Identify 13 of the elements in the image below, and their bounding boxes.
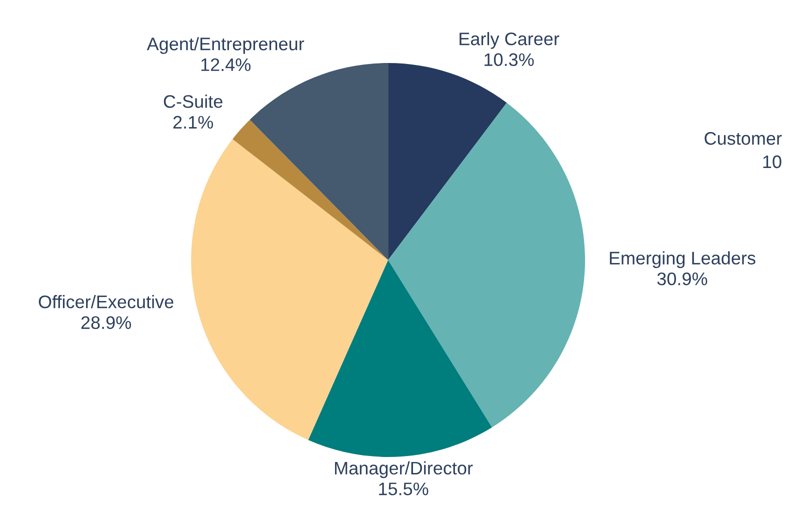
data-label: 10.3% <box>484 53 534 66</box>
data-label: 2.1% <box>173 116 214 129</box>
slice-label: Manager/Director <box>335 461 473 478</box>
slice-label: Emerging Leaders <box>610 251 756 268</box>
text: Customer 10 <box>704 132 782 168</box>
slice-label: Officer/Executive <box>38 295 174 308</box>
data-label: 28.9% <box>81 316 132 330</box>
slice-label: Early Career <box>460 32 560 49</box>
slice-label: Agent/Entrepreneur <box>146 37 304 54</box>
data-label: 12.4% <box>201 58 251 72</box>
data-label: 30.9% <box>657 272 708 286</box>
slice-label: C-Suite <box>164 94 222 108</box>
data-label: 15.5% <box>379 482 428 496</box>
